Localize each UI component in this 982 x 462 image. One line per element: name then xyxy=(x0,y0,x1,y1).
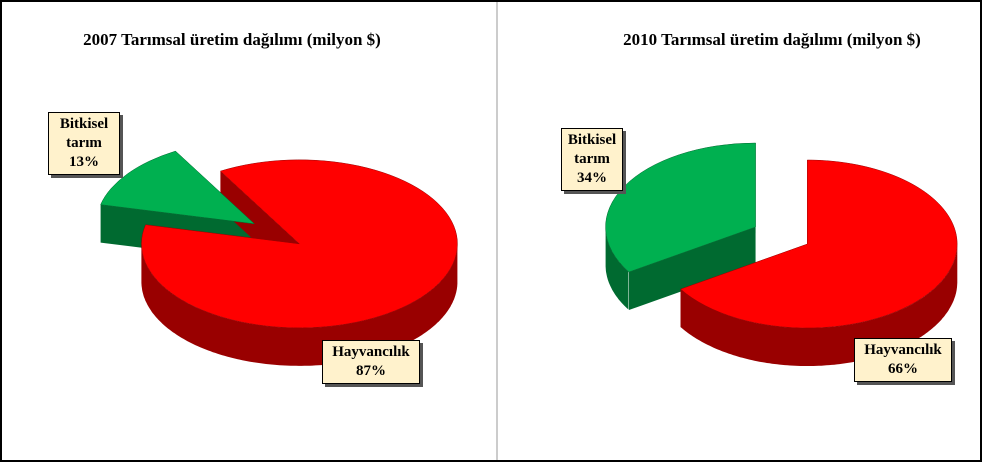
category: Bitkisel tarım xyxy=(567,132,617,167)
data-label: Hayvancılık 66% xyxy=(854,338,952,382)
category: Bitkisel tarım xyxy=(59,116,109,151)
slice-side xyxy=(680,244,958,366)
percent: 66% xyxy=(888,361,918,377)
slice xyxy=(100,150,256,225)
percent: 34% xyxy=(577,170,607,186)
chart-title: 2007 Tarımsal üretim dağılımı (milyon $) xyxy=(83,30,381,49)
data-label: Bitkisel tarım 34% xyxy=(561,128,623,191)
category: Hayvancılık xyxy=(332,344,410,360)
slice xyxy=(680,159,958,329)
data-label: Hayvancılık 87% xyxy=(322,340,420,384)
slice-side xyxy=(628,226,756,310)
percent: 13% xyxy=(69,154,99,170)
chart-title: 2010 Tarımsal üretim dağılımı (milyon $) xyxy=(623,30,921,49)
slice xyxy=(141,159,458,329)
slice-side xyxy=(605,227,629,310)
slice-side xyxy=(141,244,458,366)
slice xyxy=(605,142,756,273)
data-label: Bitkisel tarım 13% xyxy=(48,112,120,175)
percent: 87% xyxy=(356,363,386,379)
category: Hayvancılık xyxy=(864,342,942,358)
